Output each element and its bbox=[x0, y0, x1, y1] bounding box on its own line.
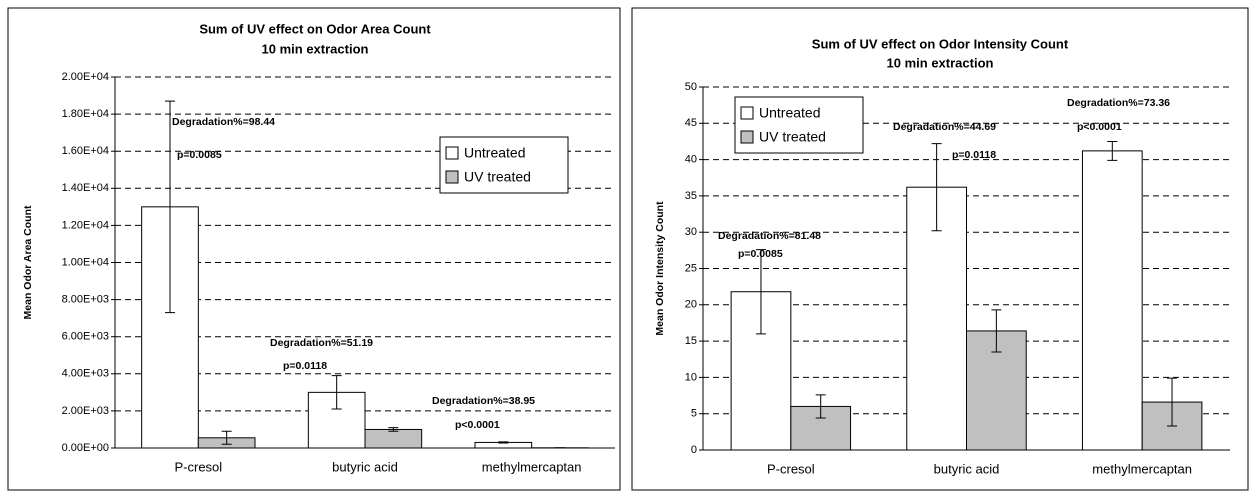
error-bar bbox=[991, 309, 1002, 353]
y-tick-label: 30 bbox=[685, 226, 697, 238]
x-tick-label: butyric acid bbox=[934, 461, 1000, 476]
error-bar bbox=[1167, 377, 1178, 427]
chart-title: Sum of UV effect on Odor Area Count bbox=[199, 21, 431, 36]
legend-label: Untreated bbox=[759, 105, 820, 121]
y-tick-label: 35 bbox=[685, 190, 697, 202]
y-tick-label: 0.00E+00 bbox=[62, 442, 109, 454]
annotation: p=0.0118 bbox=[952, 149, 996, 161]
y-tick-label: 45 bbox=[685, 117, 697, 129]
error-bar bbox=[165, 100, 175, 314]
y-tick-label: 0 bbox=[691, 444, 697, 456]
legend-box bbox=[439, 136, 569, 194]
chart-title: Sum of UV effect on Odor Intensity Count bbox=[812, 36, 1069, 51]
bar bbox=[364, 428, 423, 449]
legend-swatch bbox=[445, 146, 459, 160]
legend-label: UV treated bbox=[759, 129, 826, 145]
annotation: Degradation%=44.69 bbox=[893, 121, 996, 133]
error-bar bbox=[755, 249, 766, 335]
annotation: Degradation%=51.19 bbox=[270, 337, 373, 349]
annotation: Degradation%=98.44 bbox=[172, 116, 275, 128]
y-tick-label: 1.40E+04 bbox=[62, 182, 109, 194]
x-tick-label: P-cresol bbox=[174, 459, 222, 474]
legend-box bbox=[734, 96, 864, 154]
chart-frame bbox=[631, 7, 1249, 491]
error-bar bbox=[388, 427, 399, 432]
error-bar bbox=[331, 375, 342, 410]
y-tick-label: 2.00E+03 bbox=[62, 405, 109, 417]
annotation: p=0.0118 bbox=[283, 360, 327, 372]
y-tick-label: 10 bbox=[685, 371, 697, 383]
y-tick-label: 20 bbox=[685, 299, 697, 311]
legend-swatch bbox=[740, 106, 754, 120]
y-axis-label: Mean Odor Intensity Count bbox=[654, 201, 666, 336]
y-tick-label: 1.60E+04 bbox=[62, 145, 109, 157]
legend-swatch bbox=[740, 130, 754, 144]
legend-swatch bbox=[445, 170, 459, 184]
y-tick-label: 50 bbox=[685, 81, 697, 93]
y-tick-label: 5 bbox=[691, 408, 697, 420]
annotation: p<0.0001 bbox=[1077, 121, 1122, 133]
error-bar bbox=[498, 441, 509, 444]
error-bar bbox=[815, 394, 826, 419]
chart-frame bbox=[7, 7, 621, 491]
error-bar bbox=[221, 430, 232, 445]
error-bar bbox=[931, 143, 942, 232]
x-tick-label: P-cresol bbox=[767, 461, 815, 476]
y-tick-label: 15 bbox=[685, 335, 697, 347]
legend-label: Untreated bbox=[464, 145, 525, 161]
error-bar bbox=[1107, 140, 1118, 161]
y-tick-label: 1.80E+04 bbox=[62, 108, 109, 120]
annotation: Degradation%=73.36 bbox=[1067, 97, 1170, 109]
y-axis-label: Mean Odor Area Count bbox=[22, 205, 34, 319]
y-tick-label: 2.00E+04 bbox=[62, 71, 109, 83]
legend-label: UV treated bbox=[464, 169, 531, 185]
annotation: Degradation%=38.95 bbox=[432, 395, 535, 407]
y-tick-label: 4.00E+03 bbox=[62, 368, 109, 380]
y-tick-label: 40 bbox=[685, 154, 697, 166]
y-tick-label: 6.00E+03 bbox=[62, 331, 109, 343]
annotation: p<0.0001 bbox=[455, 419, 500, 431]
annotation: Degradation%=81.48 bbox=[718, 230, 821, 242]
y-tick-label: 8.00E+03 bbox=[62, 294, 109, 306]
bar bbox=[1081, 150, 1143, 451]
x-tick-label: butyric acid bbox=[332, 459, 398, 474]
chart-subtitle: 10 min extraction bbox=[887, 55, 994, 70]
chart-subtitle: 10 min extraction bbox=[262, 41, 369, 56]
y-tick-label: 25 bbox=[685, 262, 697, 274]
y-tick-label: 1.20E+04 bbox=[62, 219, 109, 231]
annotation: p=0.0085 bbox=[177, 149, 222, 161]
annotation: p=0.0085 bbox=[738, 248, 783, 260]
y-tick-label: 1.00E+04 bbox=[62, 256, 109, 268]
x-tick-label: methylmercaptan bbox=[482, 459, 582, 474]
x-tick-label: methylmercaptan bbox=[1092, 461, 1192, 476]
